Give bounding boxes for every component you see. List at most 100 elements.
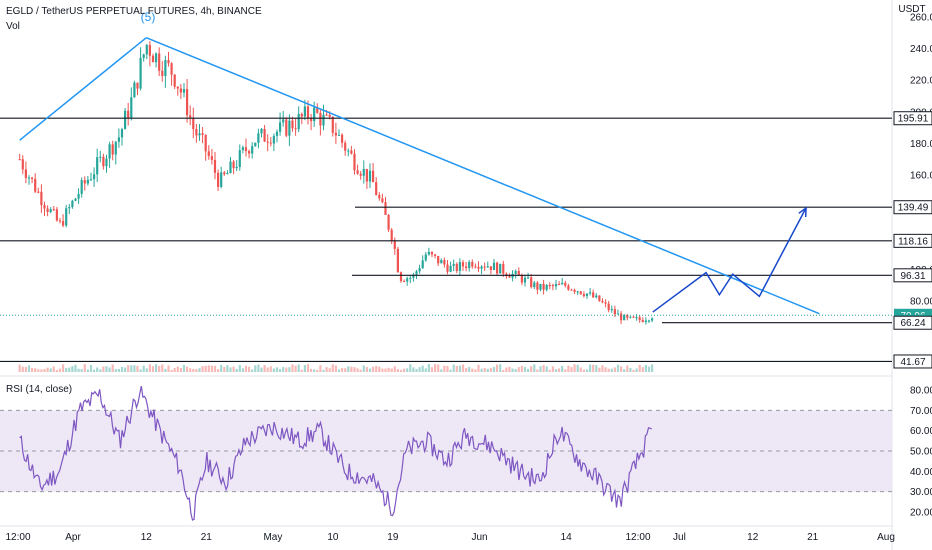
volume-bar [52,366,55,372]
volume-bar [34,368,37,372]
candle-body [548,285,551,287]
volume-bar [139,369,142,372]
volume-bar [216,369,220,372]
candle-body [173,74,176,87]
volume-bar [489,368,492,372]
candle-body [390,229,393,241]
symbol-title[interactable]: EGLD / TetherUS PERPETUAL FUTURES, 4h, B… [6,6,262,17]
level-price-label-box [893,200,932,215]
candle-body [396,248,399,273]
candle-body [588,292,592,294]
rsi-line [19,385,652,521]
volume-bar [77,368,80,372]
candle-body [573,289,576,292]
volume-bar [229,367,232,372]
candle-body [635,317,638,319]
volume-bar [89,365,93,372]
trendline[interactable] [19,37,147,141]
date-tick-label: 19 [387,532,399,543]
candle-body [461,262,465,267]
volume-bar [213,365,217,372]
candle-body [437,255,440,264]
volume-bar [588,364,592,372]
volume-bar [650,364,654,372]
volume-bar [520,366,523,372]
volume-bar [238,364,241,372]
volume-bar [288,367,291,372]
volume-bar [344,368,347,372]
price-tick-label: 80.00 [910,297,932,308]
candle-body [353,153,356,171]
candle-body [105,158,108,167]
volume-bar [430,367,434,372]
candle-body [18,159,21,161]
price-tick-label: 160.00 [910,170,932,181]
volume-bar [638,364,641,372]
candle-body [164,60,167,77]
candle-body [306,106,310,119]
volume-bar [43,368,46,372]
volume-bar [27,365,31,372]
candle-body [561,282,564,285]
candle-body [325,114,328,116]
candle-body [58,220,62,222]
candle-body [542,283,545,290]
volume-bar [433,364,437,372]
candle-body [523,277,527,283]
volume-bar [375,365,378,372]
volume-bar [55,369,58,372]
candle-body [520,275,523,283]
candle-body [371,170,375,183]
candle-body [629,316,632,318]
candle-body [260,129,263,134]
candle-body [55,209,58,221]
candle-body [102,156,105,167]
candle-body [257,133,260,143]
candles-layer [18,40,654,372]
trendline[interactable] [146,36,820,315]
candle-body [247,151,251,154]
projection-path[interactable] [652,207,807,313]
date-tick-label: Jun [471,532,487,543]
volume-bar [114,368,117,372]
volume-bar [579,367,582,372]
date-tick-label: 21 [201,532,213,543]
volume-legend[interactable]: Vol [6,21,20,32]
volume-bar [356,368,359,372]
candle-body [37,191,40,193]
candle-body [74,198,77,201]
volume-bar [468,366,471,372]
volume-bar [254,365,257,372]
volume-bar [257,364,260,372]
volume-bar [626,365,629,372]
volume-bar [427,364,430,372]
date-tick-label: Apr [65,532,81,543]
candle-body [27,177,31,179]
volume-bar [275,367,279,372]
symbol-legend[interactable]: EGLD / TetherUS PERPETUAL FUTURES, 4h, B… [6,6,262,17]
volume-bar [371,366,375,372]
date-tick-label: Aug [877,532,895,543]
date-tick-label: 14 [561,532,573,543]
candle-body [151,55,155,63]
rsi-legend[interactable]: RSI (14, close) [6,384,72,395]
volume-bar [105,366,108,372]
candle-body [409,277,412,279]
volume-bar [158,365,161,372]
candle-body [232,161,235,169]
volume-bar [226,365,229,372]
volume-bar [251,369,254,372]
volume-bar [533,364,536,372]
candle-body [316,107,319,113]
candle-body [272,135,275,144]
candle-body [508,276,511,278]
candle-body [567,285,570,290]
rsi-tick-label: 80.00 [910,386,932,397]
projection-arrowhead [798,206,807,218]
volume-bar [632,369,635,372]
candle-body [291,120,294,129]
candle-body [161,70,164,77]
candle-body [52,209,55,211]
